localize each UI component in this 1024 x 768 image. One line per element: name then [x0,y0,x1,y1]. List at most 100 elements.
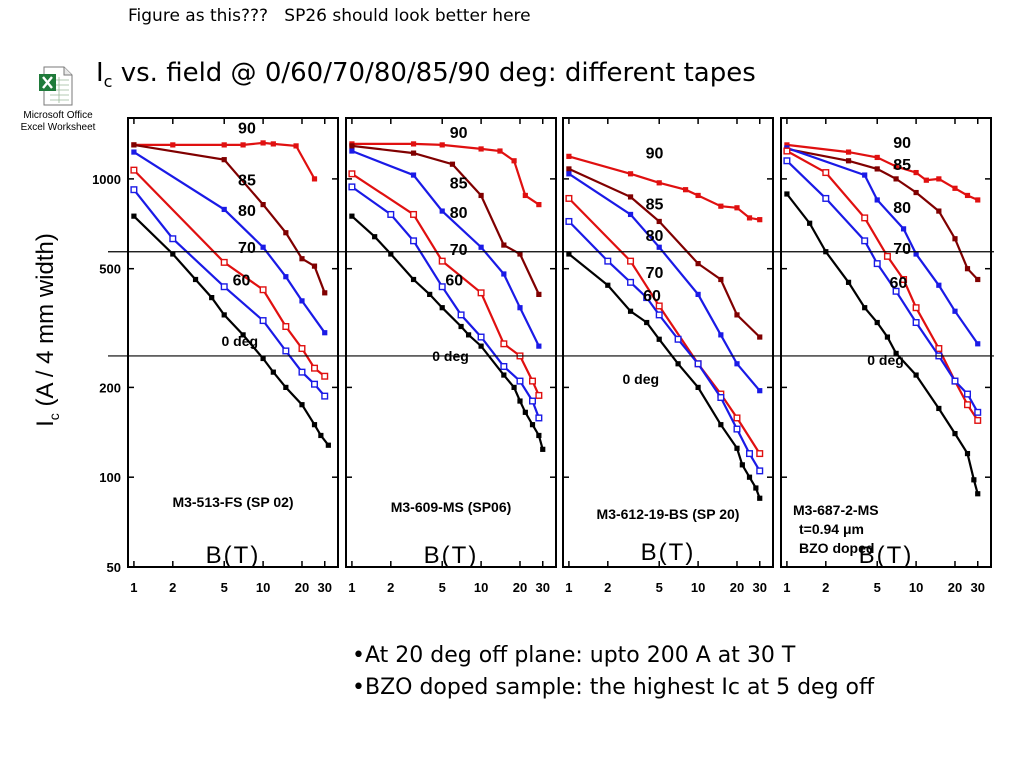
data-point [733,425,741,433]
data-point [221,157,227,163]
angle-label: 70 [893,241,911,258]
bullet-list: •At 20 deg off plane: upto 200 A at 30 T… [352,640,874,704]
data-point [477,289,485,297]
data-point [311,263,318,269]
y-tick-label: 1000 [92,172,121,187]
data-point [410,210,418,218]
data-point [220,258,228,266]
data-point [604,257,612,265]
data-point [718,276,724,283]
x-tick-label: 1 [130,580,137,595]
data-point [893,176,899,182]
excel-icon[interactable] [38,66,74,106]
data-point [845,279,852,285]
data-point [535,391,543,399]
data-point [298,345,306,353]
data-point [221,312,227,318]
data-point [757,388,763,394]
data-point [349,143,355,149]
data-point [756,450,764,458]
data-point [695,261,701,267]
data-point [410,276,417,283]
x-tick-label: 1 [348,580,355,595]
data-point [900,226,907,232]
data-point [439,208,445,214]
angle-label: 90 [450,125,468,142]
angle-label: 90 [238,120,256,137]
data-point [410,141,417,147]
data-point [739,462,745,468]
angle-label: 85 [646,196,664,213]
series-line-70 [786,150,979,421]
data-point [131,213,137,219]
data-point [952,185,958,191]
data-point [784,142,790,148]
data-point [643,294,651,302]
data-point [517,305,523,311]
data-point [349,213,355,219]
data-point [627,211,634,218]
data-point [964,401,972,409]
data-point [936,405,942,412]
data-point [746,450,754,458]
data-point [975,276,981,283]
data-point [900,275,908,283]
data-point [325,442,331,448]
angle-label: 80 [450,205,468,222]
title-main: I [96,58,104,88]
data-point [964,192,971,199]
data-point [893,350,899,357]
data-point [457,311,465,319]
data-point [529,377,537,385]
data-point [311,422,318,428]
angle-label: 80 [238,203,256,220]
x-tick-label: 1 [783,580,790,595]
data-point [511,384,517,390]
series-line-90 [351,142,540,206]
data-point [388,251,394,257]
data-point [655,311,663,319]
data-point [718,422,724,428]
data-point [627,278,635,286]
data-point [311,176,318,182]
data-point [387,210,395,218]
data-point [913,189,919,196]
data-point [757,334,763,340]
data-point [566,153,572,159]
data-point [536,343,542,349]
data-point [935,345,943,353]
excel-label-line1: Microsoft Office [23,110,93,121]
y-tick-label: 50 [107,560,121,575]
data-point [913,251,919,257]
x-tick-label: 2 [387,580,394,595]
x-axis-label: B(T) [206,542,261,569]
data-point [517,251,523,257]
data-point [259,317,267,325]
x-axis-label: B(T) [859,542,914,569]
data-point [517,398,523,404]
series-line-0-deg [351,215,544,450]
data-point [753,485,759,491]
data-point [784,191,790,197]
data-point [822,194,830,202]
data-point [130,186,138,194]
x-tick-label: 5 [439,580,446,595]
data-point [695,291,701,298]
data-point [311,364,319,372]
data-point [438,283,446,291]
data-point [757,217,763,223]
data-point [131,142,137,148]
data-point [566,166,572,172]
data-point [270,141,276,147]
data-point [536,291,542,298]
angle-label: 85 [450,175,468,192]
data-point [912,319,920,327]
angle-label: 0 deg [221,333,258,349]
slide-title: Ic vs. field @ 0/60/70/80/85/90 deg: dif… [96,58,756,91]
data-point [873,260,881,268]
data-point [170,142,176,148]
data-point [220,283,228,291]
x-tick-label: 2 [169,580,176,595]
data-point [845,149,852,155]
